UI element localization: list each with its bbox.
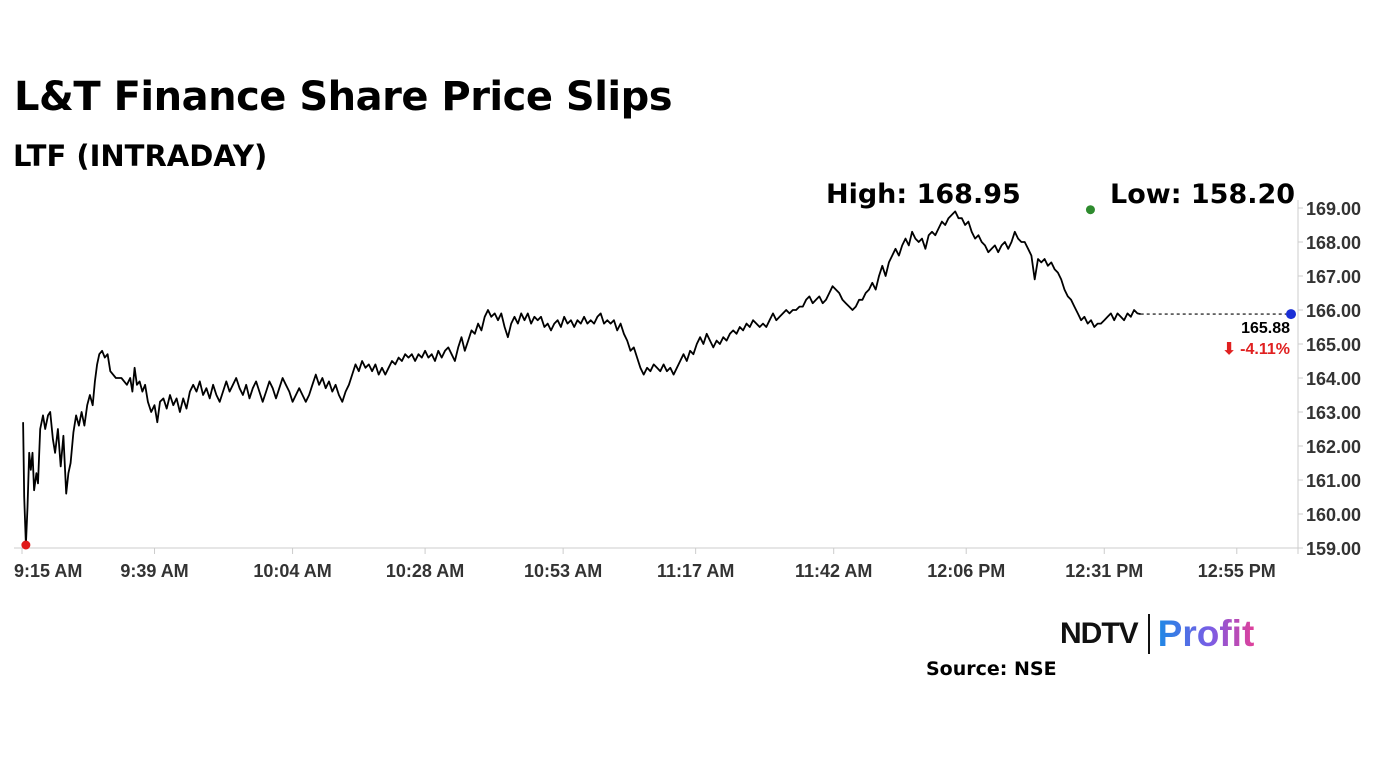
ndtv-profit-logo: NDTV Profit xyxy=(1060,612,1254,656)
x-tick-label: 11:42 AM xyxy=(795,561,872,581)
last-marker xyxy=(1286,309,1296,320)
y-tick-label: 160.00 xyxy=(1306,505,1361,525)
y-tick-label: 161.00 xyxy=(1306,471,1361,491)
axes-group: 159.00 160.00 161.00 162.00 163.00 164.00 165.… xyxy=(14,199,1361,581)
y-tick-label: 164.00 xyxy=(1306,369,1361,389)
plot-group: 165.88 ⬇ -4.11% xyxy=(21,205,1296,550)
y-tick-label: 165.00 xyxy=(1306,335,1361,355)
low-label: Low: 158.20 xyxy=(1110,179,1296,210)
y-tick-label: 159.00 xyxy=(1306,539,1361,559)
x-tick-label: 10:28 AM xyxy=(386,561,464,581)
x-tick-label: 10:53 AM xyxy=(524,561,602,581)
x-tick-label: 10:04 AM xyxy=(253,561,331,581)
x-tick-label: 9:15 AM xyxy=(14,561,82,581)
x-tick-label: 12:55 PM xyxy=(1198,561,1276,581)
source-note: Source: NSE xyxy=(926,658,1057,680)
high-marker xyxy=(1085,205,1095,215)
last-value-label: 165.88 xyxy=(1241,320,1290,337)
y-tick-label: 163.00 xyxy=(1306,403,1361,423)
y-tick-label: 168.00 xyxy=(1306,233,1361,253)
last-change-label: ⬇ -4.11% xyxy=(1222,341,1290,358)
price-series-line xyxy=(22,210,1141,546)
x-tick-label: 12:31 PM xyxy=(1065,561,1143,581)
chart-subtitle: LTF (INTRADAY) xyxy=(13,139,268,173)
logo-profit-text: Profit xyxy=(1157,613,1255,654)
logo-divider xyxy=(1147,614,1150,654)
y-tick-label: 162.00 xyxy=(1306,437,1361,457)
x-tick-label: 11:17 AM xyxy=(657,561,734,581)
y-tick-label: 167.00 xyxy=(1306,267,1361,287)
x-tick-label: 9:39 AM xyxy=(120,561,188,581)
y-tick-label: 166.00 xyxy=(1306,301,1361,321)
low-marker xyxy=(21,540,31,550)
x-tick-label: 12:06 PM xyxy=(927,561,1005,581)
logo-ndtv-text: NDTV xyxy=(1060,617,1139,650)
high-label: High: 168.95 xyxy=(826,179,1021,210)
chart-title: L&T Finance Share Price Slips xyxy=(14,74,673,120)
y-tick-label: 169.00 xyxy=(1306,199,1361,219)
